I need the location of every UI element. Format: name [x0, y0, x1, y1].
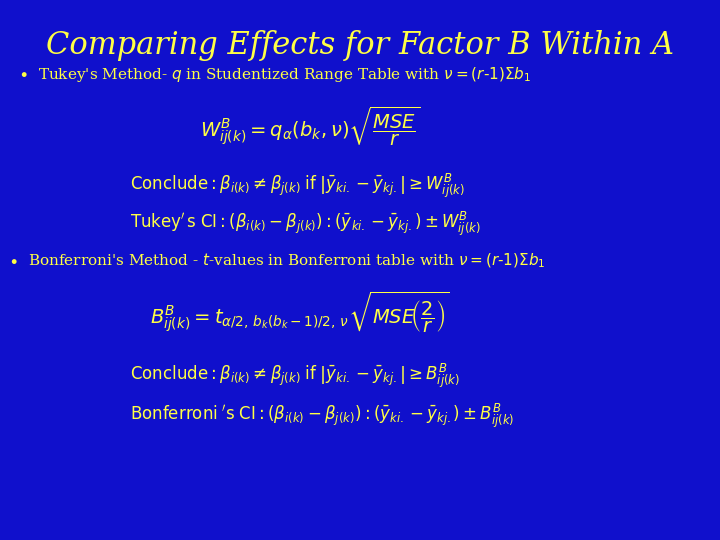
Text: $\mathrm{Conclude}: \beta_{i(k)} \neq \beta_{j(k)}\;\mathrm{if}\;\left|\bar{y}_{: $\mathrm{Conclude}: \beta_{i(k)} \neq \b… — [130, 362, 460, 390]
Text: $\bullet$: $\bullet$ — [18, 65, 27, 82]
Text: Tukey's Method- $q$ in Studentized Range Table with $\nu = (r\text{-}1)\Sigma b_: Tukey's Method- $q$ in Studentized Range… — [38, 65, 531, 84]
Text: Bonferroni's Method - $t$-values in Bonferroni table with $\nu = (r\text{-}1)\Si: Bonferroni's Method - $t$-values in Bonf… — [28, 252, 546, 271]
Text: Comparing Effects for Factor B Within A: Comparing Effects for Factor B Within A — [46, 30, 674, 61]
Text: $\mathrm{Conclude}: \beta_{i(k)} \neq \beta_{j(k)}\;\mathrm{if}\;\left|\bar{y}_{: $\mathrm{Conclude}: \beta_{i(k)} \neq \b… — [130, 172, 465, 200]
Text: $\mathrm{Bonferroni\;'s\;CI}: (\beta_{i(k)}-\beta_{j(k)}):(\bar{y}_{ki.} - \bar{: $\mathrm{Bonferroni\;'s\;CI}: (\beta_{i(… — [130, 402, 514, 430]
Text: $W^{B}_{ij(k)} = q_{\alpha}(b_k,\nu)\sqrt{\dfrac{MSE}{r}}$: $W^{B}_{ij(k)} = q_{\alpha}(b_k,\nu)\sqr… — [200, 105, 420, 148]
Text: $B^{B}_{ij(k)} = t_{\alpha/2,\,b_k(b_k-1)/2,\,\nu}\sqrt{MSE\!\left(\dfrac{2}{r}\: $B^{B}_{ij(k)} = t_{\alpha/2,\,b_k(b_k-1… — [150, 290, 450, 335]
Text: $\bullet$: $\bullet$ — [8, 252, 17, 269]
Text: $\mathrm{Tukey'\,s\;CI}: (\beta_{i(k)} - \beta_{j(k)}):(\bar{y}_{ki.} - \bar{y}_: $\mathrm{Tukey'\,s\;CI}: (\beta_{i(k)} -… — [130, 210, 481, 238]
